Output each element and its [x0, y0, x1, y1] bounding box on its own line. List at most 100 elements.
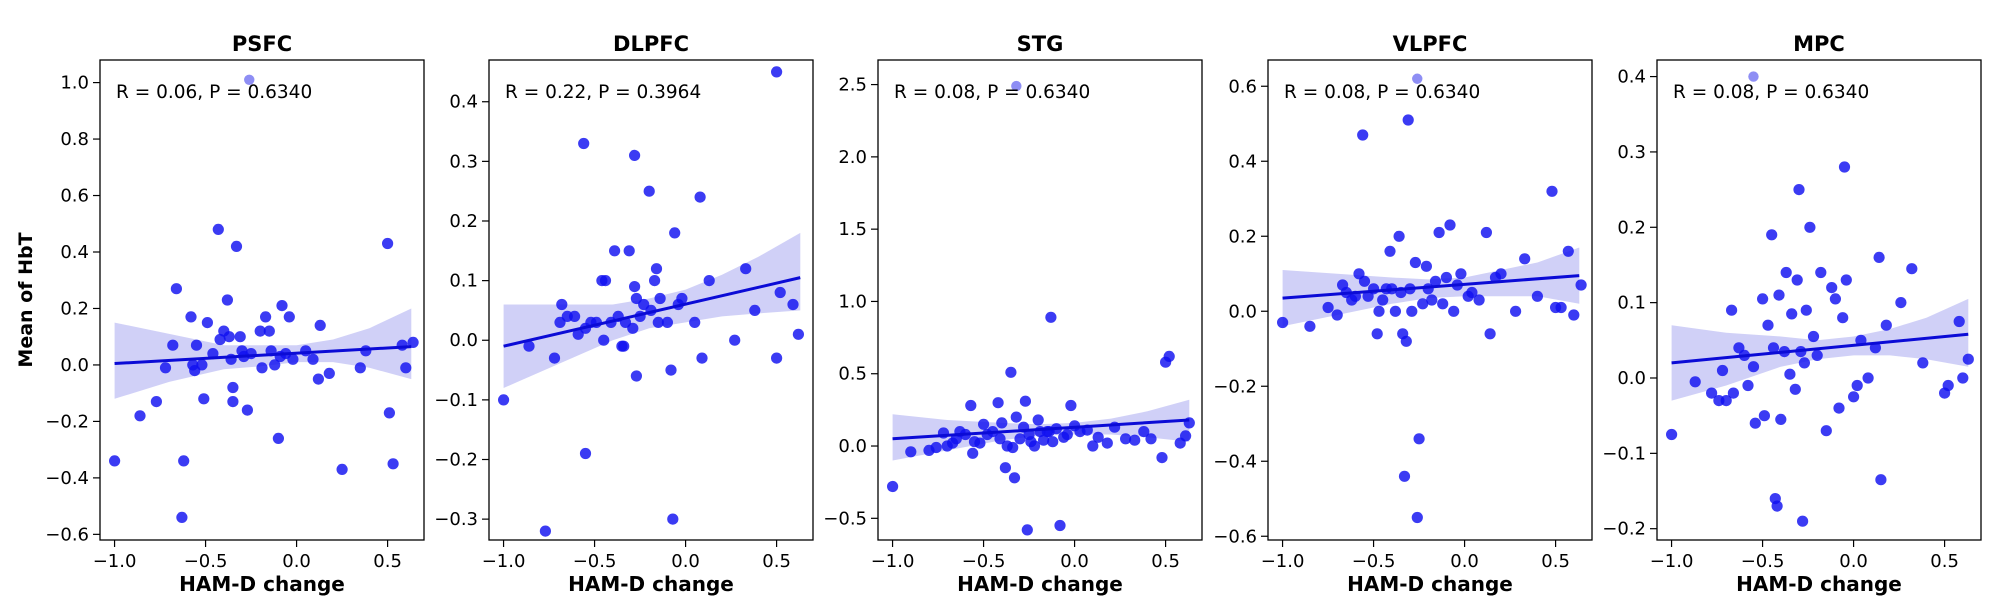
data-point: [1757, 293, 1769, 305]
data-point: [230, 240, 243, 252]
data-point: [227, 381, 239, 394]
x-tick-label: −0.5: [573, 551, 617, 572]
data-point: [749, 304, 761, 316]
data-point: [1720, 395, 1732, 407]
data-point: [1773, 289, 1785, 301]
y-tick-label: −0.4: [1213, 451, 1257, 472]
data-point: [556, 298, 568, 311]
data-point: [1689, 376, 1701, 388]
data-point: [383, 407, 395, 419]
data-point: [1129, 434, 1141, 446]
data-point: [1875, 474, 1887, 486]
data-point: [272, 432, 284, 444]
data-point: [178, 455, 190, 467]
data-point: [627, 322, 639, 334]
x-axis-label: HAM-D change: [568, 572, 734, 596]
data-point: [965, 399, 977, 412]
data-point: [269, 359, 281, 371]
data-point: [676, 292, 688, 305]
data-point: [1766, 229, 1778, 241]
annotation-marker: [244, 74, 255, 85]
chart-title: PSFC: [232, 32, 292, 56]
y-tick-label: 1.5: [838, 219, 867, 240]
data-point: [1784, 368, 1796, 380]
data-point: [245, 348, 257, 360]
y-tick-label: 2.0: [838, 147, 867, 168]
data-point: [1371, 328, 1383, 340]
data-point: [1032, 414, 1044, 426]
x-tick-label: 0.5: [1930, 551, 1959, 572]
data-point: [1448, 305, 1460, 317]
data-point: [992, 397, 1004, 409]
data-point: [1851, 379, 1863, 392]
x-tick-label: −1.0: [1650, 551, 1694, 572]
data-point: [1120, 433, 1132, 445]
data-point: [263, 325, 275, 337]
data-point: [523, 340, 535, 352]
data-point: [214, 333, 226, 346]
data-point: [201, 317, 213, 329]
data-point: [1568, 309, 1580, 321]
data-point: [905, 446, 917, 458]
data-point: [652, 316, 664, 328]
data-point: [1820, 425, 1832, 437]
data-point: [1895, 297, 1907, 309]
data-point: [629, 149, 641, 161]
data-point: [1797, 515, 1809, 527]
data-point: [1873, 251, 1885, 263]
data-point: [665, 364, 677, 376]
data-point: [548, 352, 561, 364]
data-point: [1727, 387, 1739, 399]
data-point: [1455, 268, 1467, 280]
data-point: [109, 455, 121, 467]
data-point: [1373, 305, 1385, 317]
data-point: [1484, 328, 1496, 340]
x-tick-label: −1.0: [871, 551, 915, 572]
data-point: [1393, 230, 1405, 242]
chart-title: STG: [1017, 32, 1064, 56]
x-tick-label: 0.5: [762, 551, 791, 572]
data-point: [1962, 353, 1974, 365]
stats-annotation: R = 0.08, P = 0.6340: [1673, 82, 1869, 103]
x-tick-label: −1.0: [93, 551, 137, 572]
data-point: [1758, 410, 1770, 422]
y-tick-label: −0.3: [434, 509, 478, 530]
chart-panel-stg: −1.0 −0.5 0.0 0.5 −0.5 0.0 0.5 1.0 1.5 2.0 2.5 STG H…: [823, 32, 1203, 596]
data-point: [696, 352, 708, 364]
data-point: [254, 325, 266, 337]
y-tick-label: −0.1: [1602, 443, 1646, 464]
data-point: [241, 404, 253, 416]
x-tick-label: −0.5: [1352, 551, 1396, 572]
data-point: [1021, 524, 1033, 536]
data-point: [1762, 319, 1774, 331]
y-tick-label: 0.3: [1617, 142, 1646, 163]
data-point: [598, 334, 610, 346]
data-point: [1880, 319, 1892, 331]
regression-line: [1671, 332, 1969, 365]
data-point: [1531, 290, 1543, 302]
data-point: [283, 311, 295, 323]
annotation-marker: [1748, 71, 1759, 82]
data-point: [1406, 305, 1418, 317]
y-tick-label: 0.2: [1617, 217, 1646, 238]
data-point: [740, 263, 752, 275]
data-point: [1429, 275, 1442, 287]
y-tick-label: 0.1: [1617, 293, 1646, 314]
data-point: [1480, 226, 1492, 239]
data-point: [629, 281, 641, 293]
data-point: [1180, 430, 1192, 442]
plot-frame: [1656, 59, 1982, 541]
data-point: [1742, 379, 1754, 392]
data-point: [1065, 399, 1077, 412]
data-point: [1028, 440, 1041, 452]
y-tick-label: 0.0: [1617, 368, 1646, 389]
data-point: [623, 245, 635, 257]
data-point: [930, 441, 942, 454]
chart-title: DLPFC: [613, 32, 689, 56]
y-tick-label: 0.0: [449, 330, 478, 351]
data-point: [1780, 266, 1792, 279]
data-point: [1510, 305, 1522, 317]
data-point: [1444, 219, 1456, 231]
x-tick-label: 0.5: [1151, 551, 1180, 572]
y-tick-label: −0.4: [45, 468, 89, 489]
